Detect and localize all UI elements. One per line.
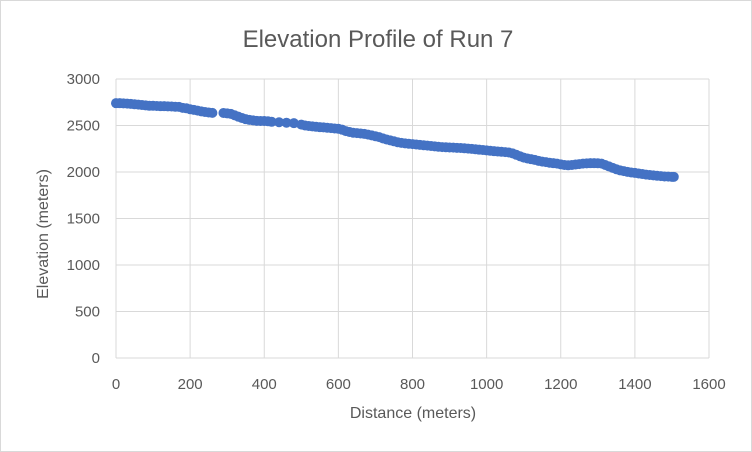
x-tick-label: 1400 <box>618 376 651 393</box>
x-tick-label: 800 <box>400 376 425 393</box>
x-tick-label: 1600 <box>692 376 725 393</box>
x-tick-labels: 0 200 400 600 800 1000 1200 1400 1600 <box>112 376 726 393</box>
x-axis-title: Distance (meters) <box>350 405 476 422</box>
data-point <box>207 107 218 118</box>
y-axis-title: Elevation (meters) <box>35 169 52 299</box>
chart-title: Elevation Profile of Run 7 <box>243 26 514 53</box>
x-tick-label: 200 <box>178 376 203 393</box>
y-tick-label: 0 <box>92 350 100 367</box>
y-tick-label: 2000 <box>67 164 100 181</box>
y-tick-label: 500 <box>75 304 100 321</box>
gridlines <box>115 78 710 359</box>
y-tick-label: 1000 <box>67 257 100 274</box>
y-tick-label: 1500 <box>67 211 100 228</box>
elevation-series <box>111 98 679 182</box>
x-tick-label: 600 <box>326 376 351 393</box>
y-tick-labels: 0 500 1000 1500 2000 2500 3000 <box>67 71 100 367</box>
y-tick-label: 3000 <box>67 71 100 88</box>
data-point <box>668 171 679 182</box>
data-point <box>266 116 277 127</box>
x-tick-label: 0 <box>112 376 120 393</box>
x-tick-label: 1000 <box>470 376 503 393</box>
data-point <box>281 117 292 128</box>
data-point <box>274 117 285 128</box>
x-tick-label: 400 <box>252 376 277 393</box>
y-tick-label: 2500 <box>67 118 100 135</box>
data-point <box>288 118 299 129</box>
x-tick-label: 1200 <box>544 376 577 393</box>
